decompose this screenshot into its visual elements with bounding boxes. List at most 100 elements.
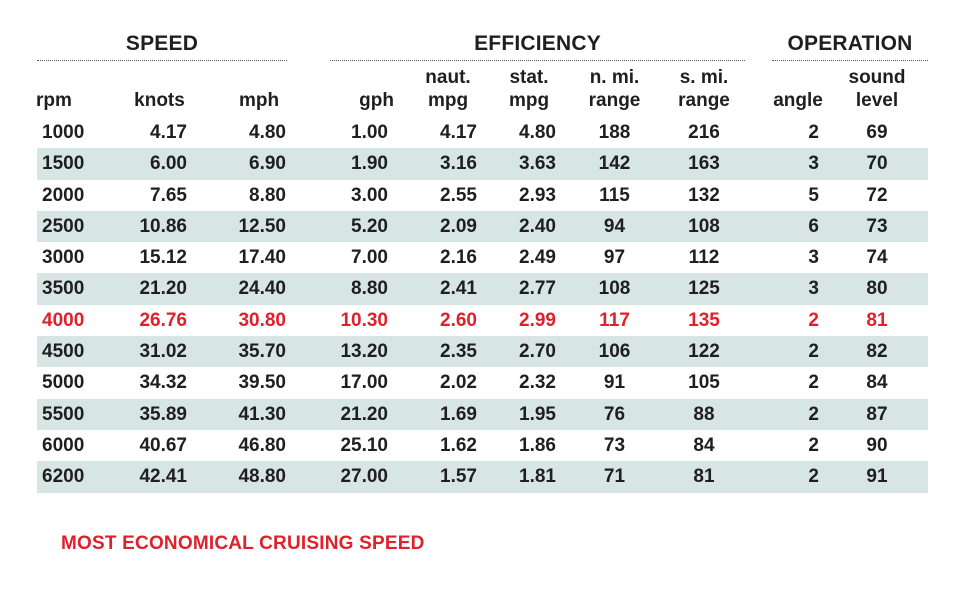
column-header-line: range [588, 90, 641, 111]
cell-sound: 87 [866, 403, 888, 425]
column-header-line: knots [134, 90, 185, 111]
cell-rpm: 3500 [42, 278, 85, 300]
cell-gph: 13.20 [340, 341, 388, 363]
column-header-line: level [855, 90, 899, 111]
column-header-stat-mpg: stat. mpg [496, 64, 562, 112]
cell-sound: 81 [866, 309, 888, 331]
cell-gph: 7.00 [351, 247, 388, 269]
cell-rpm: 4000 [42, 309, 85, 331]
cell-mph: 48.80 [238, 466, 286, 488]
cell-rpm: 6200 [42, 466, 85, 488]
cell-mph: 39.50 [238, 372, 286, 394]
cell-mph: 35.70 [238, 341, 286, 363]
column-header-smi-range: s. mi. range [663, 64, 745, 112]
cell-mph: 17.40 [238, 247, 286, 269]
column-header-line: sound [848, 67, 906, 88]
cell-rpm: 2000 [42, 184, 85, 206]
cell-rpm: 5000 [42, 372, 85, 394]
cell-smi-range: 105 [688, 372, 720, 394]
cell-naut-mpg: 1.62 [440, 434, 477, 456]
operation-group-rule [772, 60, 928, 61]
cell-smi-range: 163 [688, 153, 720, 175]
cell-knots: 10.86 [139, 215, 187, 237]
table-row: 6200 42.41 48.80 27.00 1.57 1.81 71 81 2 91 [37, 461, 928, 493]
cell-naut-mpg: 1.57 [440, 466, 477, 488]
operation-group-title: OPERATION [787, 32, 913, 55]
table-row: 2500 10.86 12.50 5.20 2.09 2.40 94 108 6 73 [37, 210, 928, 243]
column-header-line: angle [773, 90, 823, 111]
cell-stat-mpg: 2.70 [519, 341, 556, 363]
table-row: 4500 31.02 35.70 13.20 2.35 2.70 106 122 2 82 [37, 336, 928, 368]
table-row: 1000 4.17 4.80 1.00 4.17 4.80 188 216 2 69 [37, 117, 928, 148]
cell-sound: 72 [866, 184, 888, 206]
cell-nmi-range: 76 [603, 403, 626, 425]
cell-knots: 31.02 [139, 341, 187, 363]
cell-gph: 3.00 [351, 184, 388, 206]
cell-angle: 2 [808, 341, 819, 363]
speed-group-rule [37, 60, 287, 61]
cell-naut-mpg: 4.17 [440, 122, 477, 143]
cell-sound: 74 [866, 247, 888, 269]
column-header-line: mpg [427, 90, 469, 111]
cell-stat-mpg: 3.63 [519, 153, 556, 175]
cell-angle: 3 [808, 247, 819, 269]
efficiency-group-title: EFFICIENCY [474, 32, 601, 55]
cell-angle: 3 [808, 278, 819, 300]
cell-mph: 8.80 [249, 184, 286, 206]
cell-knots: 40.67 [139, 434, 187, 456]
cell-angle: 3 [808, 153, 819, 175]
cell-gph: 17.00 [340, 372, 388, 394]
column-header-line: n. mi. [589, 67, 640, 88]
column-header-line: s. mi. [679, 67, 729, 88]
cell-angle: 2 [808, 403, 819, 425]
column-header-rpm: rpm [36, 64, 108, 112]
cell-naut-mpg: 2.55 [440, 184, 477, 206]
table-row: 5000 34.32 39.50 17.00 2.02 2.32 91 105 2 84 [37, 367, 928, 398]
cell-sound: 80 [866, 278, 888, 300]
cell-mph: 24.40 [238, 278, 286, 300]
cell-stat-mpg: 2.49 [519, 247, 556, 269]
cell-smi-range: 108 [688, 215, 720, 237]
cell-stat-mpg: 1.86 [519, 434, 556, 456]
efficiency-group-rule [330, 60, 745, 61]
cell-stat-mpg: 4.80 [519, 122, 556, 143]
cell-rpm: 4500 [42, 341, 85, 363]
cell-smi-range: 125 [688, 278, 720, 300]
cell-nmi-range: 106 [598, 341, 631, 363]
speed-group-title: SPEED [125, 32, 199, 55]
cell-sound: 91 [866, 466, 888, 488]
cell-nmi-range: 115 [599, 184, 630, 206]
cell-smi-range: 112 [688, 247, 720, 269]
cell-smi-range: 132 [688, 184, 720, 206]
cell-mph: 30.80 [238, 309, 286, 331]
cell-gph: 21.20 [340, 403, 388, 425]
cell-knots: 4.17 [150, 122, 187, 143]
cell-nmi-range: 108 [598, 278, 631, 300]
cell-nmi-range: 117 [599, 309, 630, 331]
cell-knots: 26.76 [139, 309, 187, 331]
cell-nmi-range: 97 [603, 247, 626, 269]
cell-knots: 35.89 [139, 403, 187, 425]
cell-angle: 2 [808, 309, 819, 331]
cell-mph: 46.80 [238, 434, 286, 456]
column-header-sound: sound level [836, 64, 918, 112]
cell-naut-mpg: 2.41 [440, 278, 477, 300]
cell-rpm: 5500 [42, 403, 85, 425]
column-header-nmi-range: n. mi. range [576, 64, 653, 112]
cell-sound: 90 [866, 434, 888, 456]
cell-smi-range: 81 [693, 466, 715, 488]
cell-sound: 84 [866, 372, 888, 394]
cell-rpm: 1000 [42, 122, 85, 143]
cell-nmi-range: 142 [598, 153, 631, 175]
cell-knots: 6.00 [150, 153, 187, 175]
cell-smi-range: 88 [693, 403, 715, 425]
cell-gph: 1.90 [351, 153, 388, 175]
cell-mph: 12.50 [238, 215, 286, 237]
cell-smi-range: 84 [693, 434, 715, 456]
cell-naut-mpg: 2.35 [440, 341, 477, 363]
cell-angle: 6 [808, 215, 819, 237]
cell-gph: 8.80 [351, 278, 388, 300]
cell-angle: 5 [808, 184, 819, 206]
cell-sound: 69 [866, 122, 888, 143]
column-header-line: naut. [425, 67, 471, 88]
